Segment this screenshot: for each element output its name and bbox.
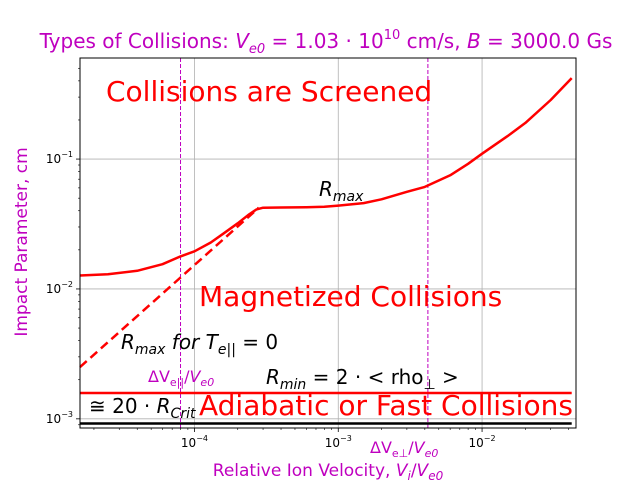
y-tick-label: 10−3	[46, 410, 73, 426]
annotation-rmax: Rmax	[319, 177, 364, 205]
series-line-1	[79, 206, 260, 369]
grid-layer	[80, 58, 576, 428]
plot-frame	[79, 57, 577, 429]
annotation-rmax-t: Rmax for Te|| = 0	[121, 330, 278, 358]
annotation-magnetized: Magnetized Collisions	[199, 280, 502, 313]
series-layer	[79, 77, 573, 425]
y-tick-label: 10−1	[46, 150, 73, 166]
x-axis-label: Relative Ion Velocity, Vi/Ve0	[213, 461, 444, 480]
x-tick-label: 10−3	[325, 434, 352, 450]
annotation-adiabatic: Adiabatic or Fast Collisions	[199, 389, 573, 422]
annotation-approx-rcrit: ≅ 20 · RCrit	[89, 394, 196, 422]
chart-title: Types of Collisions: Ve0 = 1.03 · 1010 c…	[39, 28, 613, 57]
annotation-screened: Collisions are Screened	[106, 75, 432, 108]
series-line-0	[79, 77, 573, 277]
x-tick-label: 10−2	[469, 434, 496, 450]
x-tick-label: 10−4	[181, 434, 208, 450]
annotation-dv-perp: ΔVe⊥/Ve0	[370, 438, 438, 460]
y-axis-label: Impact Parameter, cm	[12, 147, 32, 336]
annotation-dv-parallel: ΔVe||/Ve0	[148, 367, 214, 389]
y-tick-label: 10−2	[46, 280, 73, 296]
annotation-rmin: Rmin = 2 · < rho⊥ >	[266, 365, 459, 393]
tick-layer: 10−4 10−3 10−2 10−3 10−2 10−1	[46, 67, 569, 450]
reference-lines	[180, 58, 429, 428]
